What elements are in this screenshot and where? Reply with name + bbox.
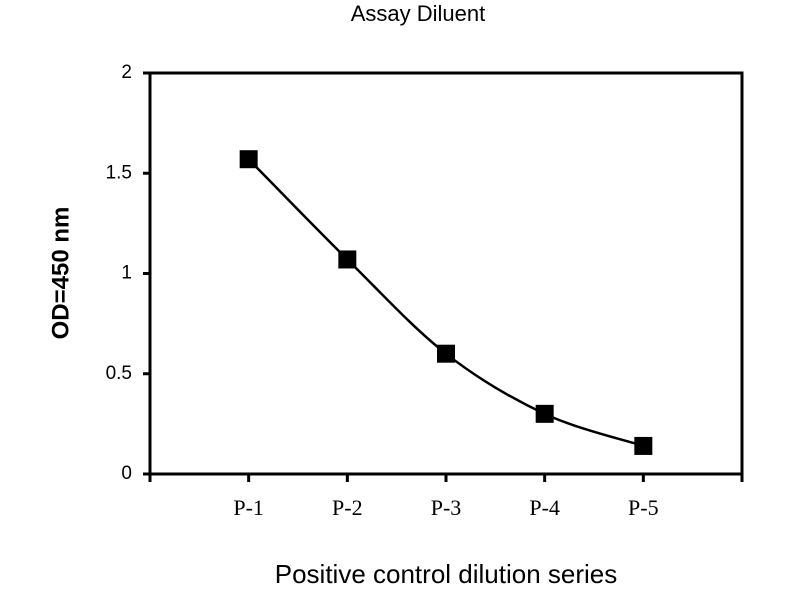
x-tick-label: P-1 [233, 495, 264, 520]
x-tick-label: P-2 [332, 495, 363, 520]
x-tick-label: P-5 [628, 495, 659, 520]
y-tick-label: 1 [121, 263, 132, 284]
x-tick-label: P-3 [431, 495, 462, 520]
marker [634, 436, 653, 455]
marker [338, 250, 357, 269]
marker [437, 344, 455, 363]
chart-title: Assay Diluent [351, 1, 486, 26]
y-tick-label: 1.5 [106, 162, 132, 183]
y-tick-label: 2 [121, 62, 132, 83]
y-axis-label: OD=450 nm [47, 207, 74, 340]
x-axis-label: Positive control dilution series [275, 559, 618, 589]
y-tick-label: 0.5 [106, 363, 132, 384]
plot-frame [148, 71, 744, 476]
marker [535, 404, 554, 423]
x-tick-label: P-4 [529, 495, 560, 520]
marker [239, 150, 258, 169]
data-line [247, 158, 644, 448]
y-tick-label: 0 [121, 463, 132, 484]
